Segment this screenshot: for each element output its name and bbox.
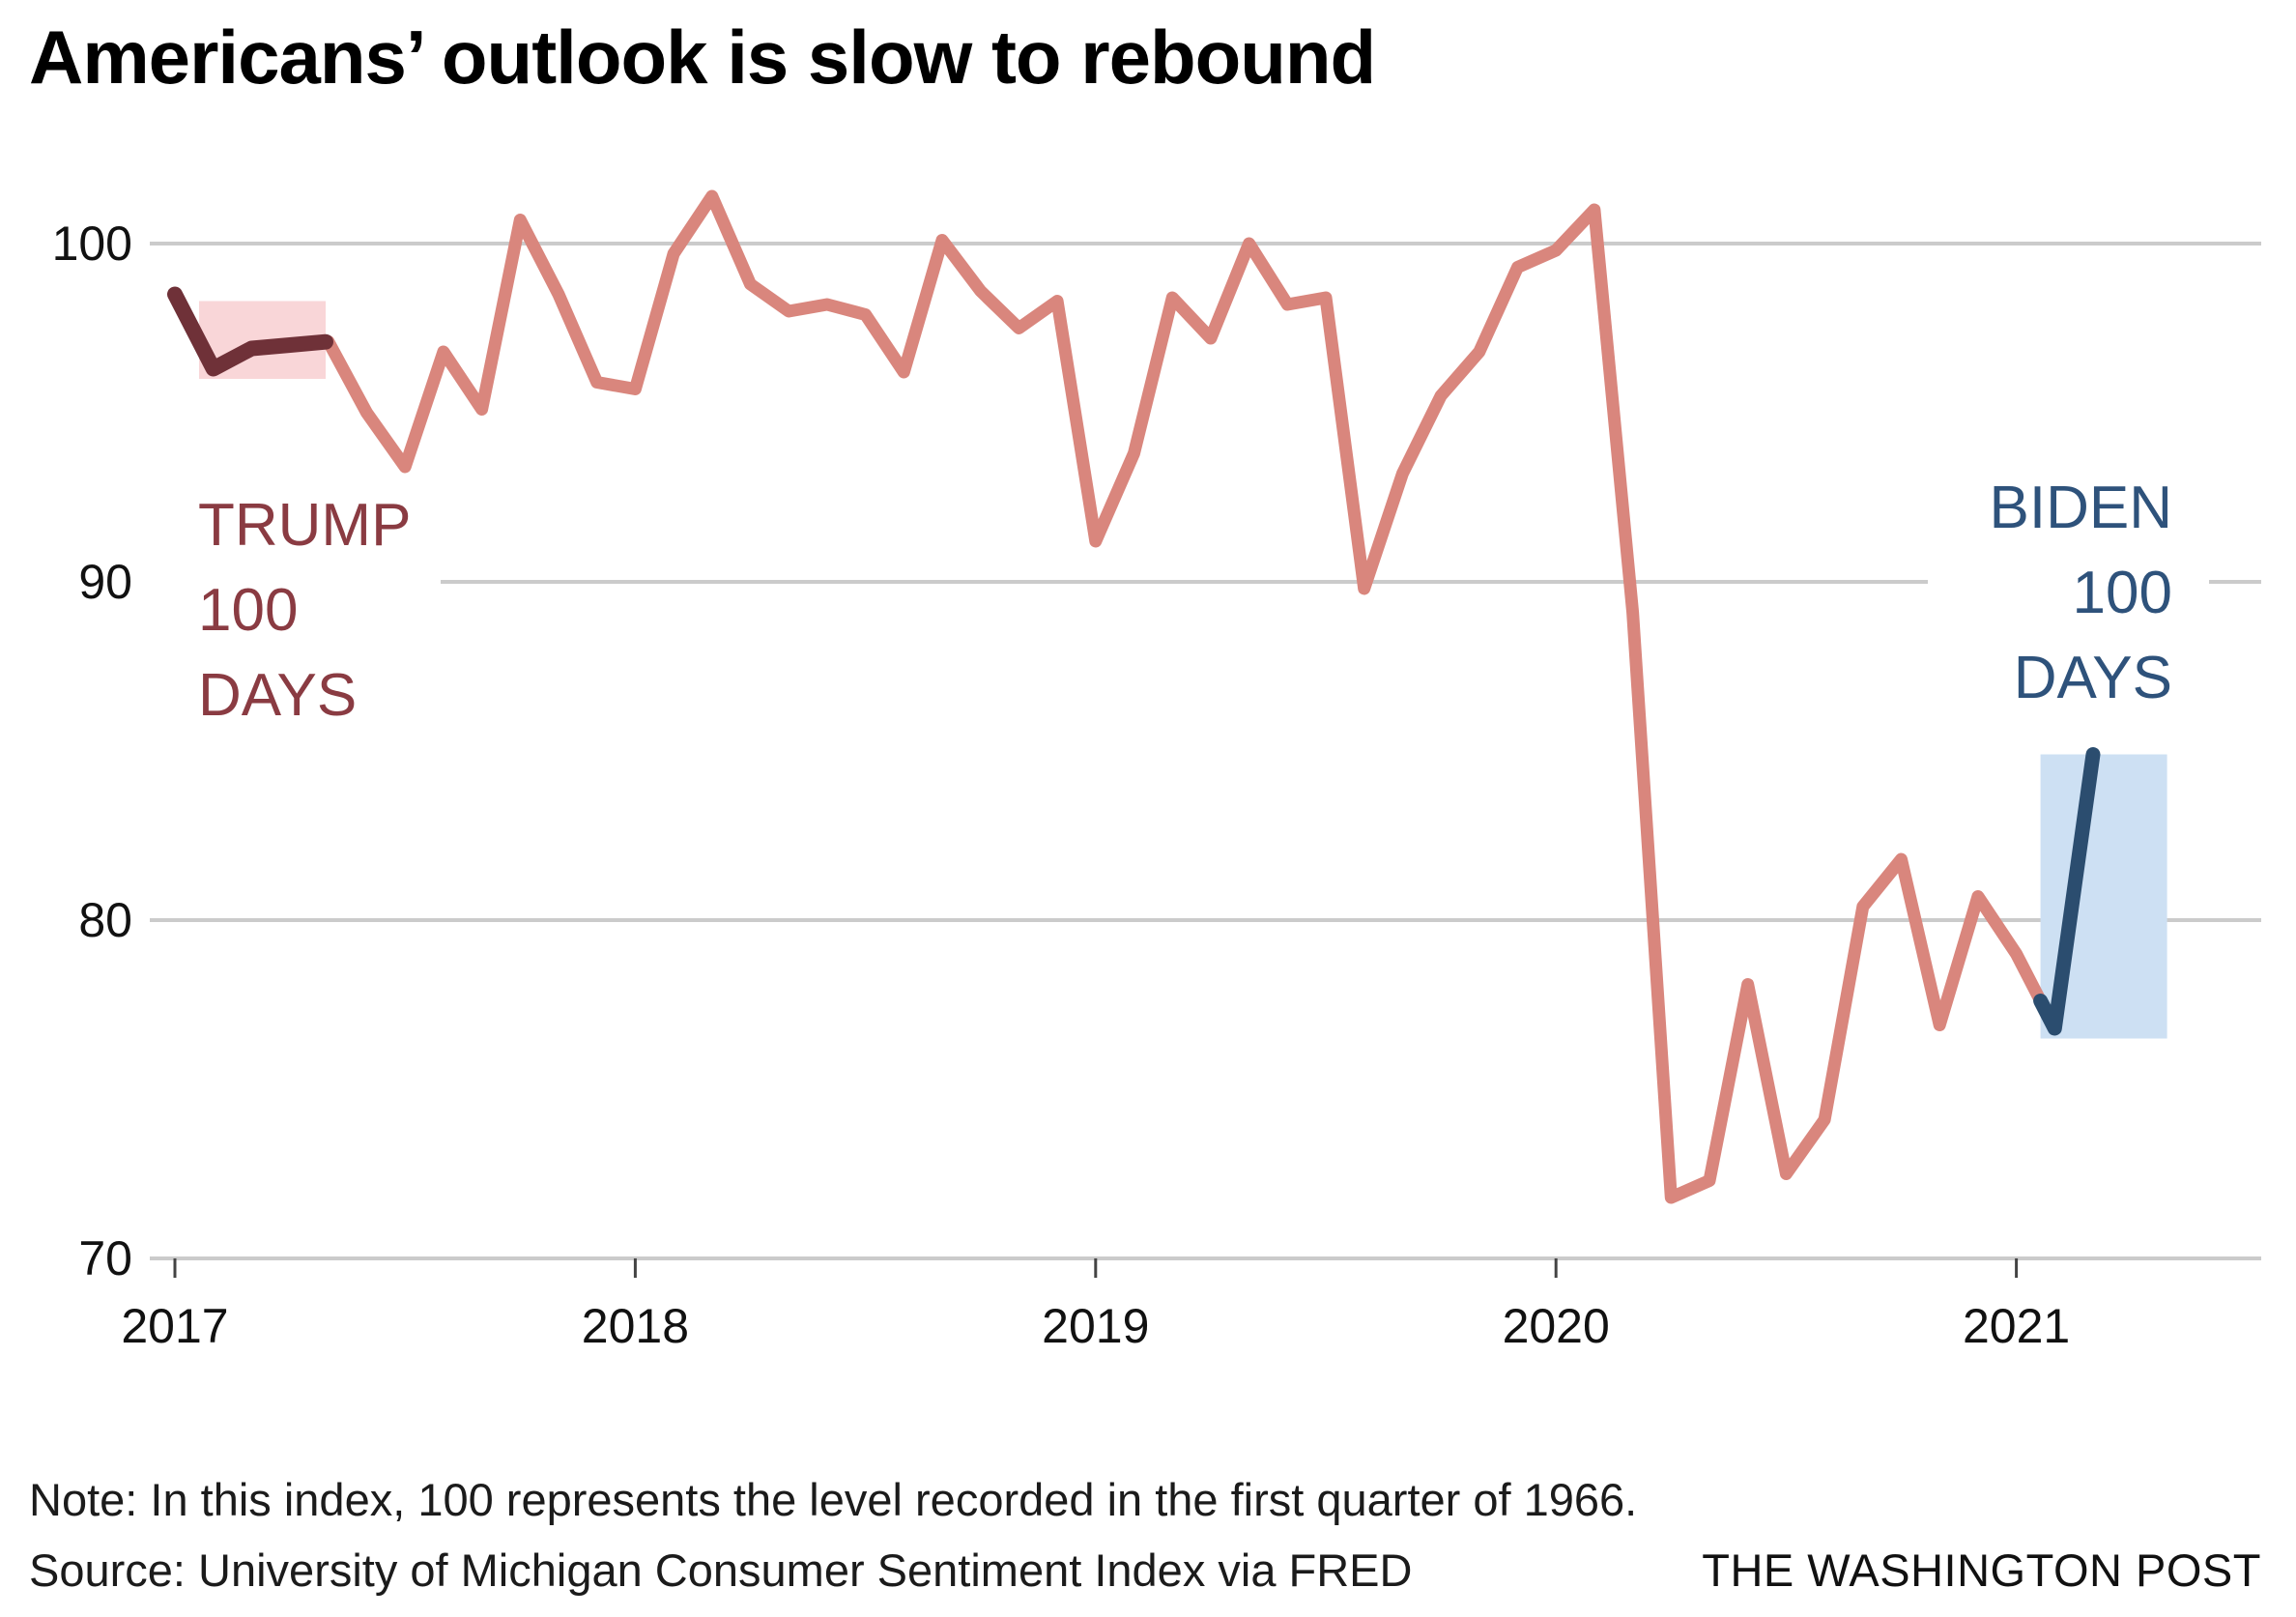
x-tick-label-2019: 2019 xyxy=(1042,1299,1150,1353)
biden-label-line-1: BIDEN xyxy=(1989,475,2172,541)
y-tick-label-80: 80 xyxy=(78,893,132,947)
x-tick-label-2021: 2021 xyxy=(1962,1299,2071,1353)
y-tick-label-100: 100 xyxy=(51,217,132,271)
trump-label-line-3: DAYS xyxy=(198,662,358,729)
axis-ticks-group xyxy=(173,1258,2019,1278)
trump-segment-line xyxy=(167,286,333,377)
chart-note: Note: In this index, 100 represents the … xyxy=(29,1474,1638,1525)
sentiment-line xyxy=(168,189,2100,1204)
trump-label-line-1: TRUMP xyxy=(198,492,412,559)
biden-label-line-2: 100 xyxy=(2072,560,2172,626)
biden-label-line-3: DAYS xyxy=(2013,645,2172,711)
page-title: Americans’ outlook is slow to rebound xyxy=(29,14,1376,100)
gridlines-group xyxy=(150,242,2261,1260)
x-tick-label-2017: 2017 xyxy=(121,1299,229,1353)
biden-100-days-label: BIDEN 100 DAYS xyxy=(1990,466,2172,721)
x-tick-label-2018: 2018 xyxy=(581,1299,689,1353)
highlight-boxes-group xyxy=(199,301,2167,1039)
chart-source: Source: University of Michigan Consumer … xyxy=(29,1545,1413,1596)
y-tick-label-90: 90 xyxy=(78,555,132,609)
y-tick-label-70: 70 xyxy=(78,1231,132,1285)
x-tick-label-2020: 2020 xyxy=(1502,1299,1610,1353)
biden-segment-line xyxy=(2033,747,2101,1036)
series-group xyxy=(167,189,2101,1204)
publisher-credit: THE WASHINGTON POST xyxy=(1702,1545,2261,1596)
trump-100-days-label: TRUMP 100 DAYS xyxy=(198,483,411,738)
trump-label-line-2: 100 xyxy=(198,577,299,644)
